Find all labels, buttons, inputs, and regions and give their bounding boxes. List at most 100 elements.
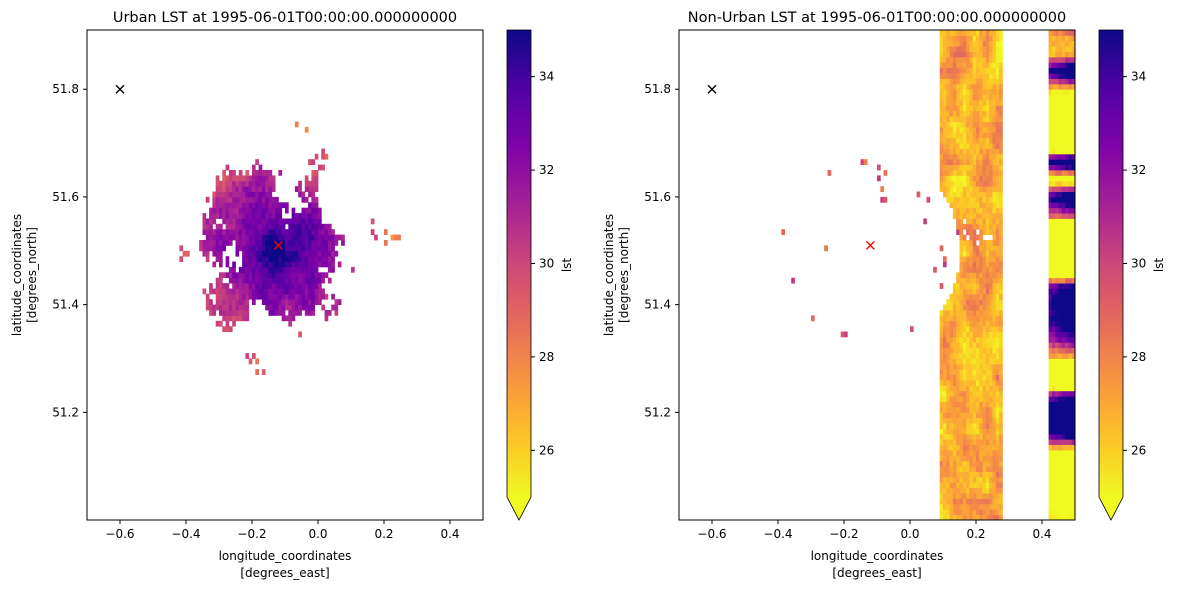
- heatmap-cell: [966, 266, 970, 273]
- heatmap-cell: [985, 353, 990, 359]
- heatmap-cell: [966, 191, 970, 198]
- heatmap-cell: [972, 229, 977, 235]
- heatmap-cell: [956, 450, 960, 456]
- heatmap-cell: [989, 46, 993, 52]
- heatmap-cell: [995, 78, 1000, 85]
- heatmap-cell: [969, 428, 974, 435]
- heatmap-cell: [271, 293, 276, 300]
- heatmap-cell: [1065, 56, 1069, 63]
- heatmap-cell: [989, 266, 993, 273]
- heatmap-cell: [1065, 406, 1069, 413]
- heatmap-cell: [219, 245, 223, 252]
- heatmap-cell: [946, 46, 950, 52]
- heatmap-cell: [1051, 56, 1056, 63]
- heatmap-cell: [294, 229, 299, 235]
- heatmap-cell: [1071, 170, 1076, 176]
- heatmap-cell: [1068, 363, 1073, 370]
- heatmap-cell: [225, 234, 230, 241]
- heatmap-cell: [985, 433, 990, 440]
- heatmap-cell: [946, 83, 950, 90]
- heatmap-cell: [1061, 417, 1066, 424]
- heatmap-cell: [1065, 363, 1069, 370]
- heatmap-cell: [1048, 423, 1053, 429]
- heatmap-cell: [1055, 487, 1059, 494]
- heatmap-cell: [939, 30, 944, 36]
- heatmap-cell: [939, 471, 944, 478]
- heatmap-cell: [946, 439, 950, 445]
- heatmap-cell: [215, 180, 220, 187]
- heatmap-cell: [311, 229, 316, 235]
- heatmap-cell: [995, 234, 1000, 241]
- heatmap-cell: [966, 148, 970, 155]
- heatmap-cell: [275, 234, 279, 241]
- heatmap-cell: [976, 380, 980, 386]
- heatmap-cell: [288, 234, 292, 241]
- heatmap-cell: [1058, 180, 1063, 187]
- heatmap-cell: [989, 213, 993, 219]
- heatmap-cell: [959, 218, 964, 225]
- heatmap-cell: [1061, 40, 1066, 47]
- heatmap-cell: [956, 326, 960, 332]
- heatmap-cell: [992, 277, 997, 284]
- heatmap-cell: [939, 100, 944, 106]
- heatmap-cell: [992, 35, 997, 42]
- heatmap-cell: [1051, 369, 1056, 375]
- heatmap-cell: [962, 256, 967, 262]
- heatmap-cell: [992, 148, 997, 155]
- heatmap-cell: [995, 444, 1000, 451]
- heatmap-cell: [225, 191, 230, 198]
- heatmap-cell: [1048, 390, 1053, 397]
- heatmap-cell: [318, 288, 322, 295]
- heatmap-cell: [992, 56, 997, 63]
- heatmap-cell: [985, 40, 990, 47]
- heatmap-cell: [979, 170, 983, 176]
- heatmap-cell: [1058, 331, 1063, 338]
- heatmap-cell: [979, 406, 983, 413]
- heatmap-cell: [1061, 175, 1066, 182]
- heatmap-cell: [314, 245, 319, 252]
- heatmap-cell: [982, 412, 987, 419]
- heatmap-cell: [1071, 250, 1076, 257]
- heatmap-cell: [946, 126, 950, 133]
- heatmap-cell: [1058, 261, 1063, 268]
- heatmap-cell: [976, 207, 980, 214]
- heatmap-cell: [995, 132, 1000, 139]
- heatmap-cell: [1048, 412, 1053, 419]
- heatmap-cell: [995, 288, 1000, 295]
- heatmap-cell: [956, 288, 960, 295]
- heatmap-cell: [985, 223, 990, 230]
- heatmap-cell: [1065, 347, 1069, 354]
- heatmap-cell: [985, 218, 990, 225]
- heatmap-cell: [1068, 110, 1073, 117]
- heatmap-cell: [245, 213, 250, 219]
- heatmap-cell: [209, 240, 213, 246]
- heatmap-cell: [992, 390, 997, 397]
- heatmap-cell: [324, 229, 329, 235]
- heatmap-cell: [959, 423, 964, 429]
- heatmap-cell: [972, 223, 977, 230]
- heatmap-cell: [979, 498, 983, 505]
- heatmap-cell: [966, 40, 970, 47]
- heatmap-cell: [1055, 202, 1059, 209]
- heatmap-cell: [962, 245, 967, 252]
- heatmap-cell: [294, 256, 299, 262]
- heatmap-cell: [1061, 428, 1066, 435]
- heatmap-cell: [976, 509, 980, 515]
- heatmap-cell: [982, 310, 987, 316]
- heatmap-cell: [999, 450, 1003, 456]
- x-axis-label-units: [degrees_east]: [240, 566, 329, 580]
- heatmap-cell: [995, 277, 1000, 284]
- heatmap-cell: [219, 180, 223, 187]
- heatmap-cell: [982, 363, 987, 370]
- heatmap-cell: [1068, 207, 1073, 214]
- heatmap-cell: [281, 288, 286, 295]
- heatmap-cell: [1071, 466, 1076, 472]
- heatmap-cell: [275, 196, 279, 203]
- heatmap-cell: [1051, 320, 1056, 327]
- heatmap-cell: [949, 331, 954, 338]
- heatmap-cell: [995, 406, 1000, 413]
- heatmap-cell: [261, 261, 266, 268]
- heatmap-cell: [995, 89, 1000, 95]
- heatmap-cell: [1068, 218, 1073, 225]
- heatmap-cell: [989, 89, 993, 95]
